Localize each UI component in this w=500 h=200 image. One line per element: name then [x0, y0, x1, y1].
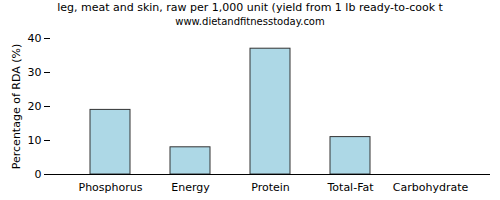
svg-text:Carbohydrate: Carbohydrate — [393, 181, 469, 194]
svg-text:Total-Fat: Total-Fat — [326, 181, 374, 194]
svg-text:10: 10 — [28, 134, 42, 147]
svg-text:0: 0 — [35, 168, 42, 181]
html-text:www.dietandfitnesstoday.com: www.dietandfitnesstoday.com — [175, 16, 325, 27]
svg-text:Phosphorus: Phosphorus — [79, 181, 143, 194]
svg-text:30: 30 — [28, 66, 42, 79]
svg-text:20: 20 — [28, 100, 42, 113]
svg-text:Protein: Protein — [251, 181, 290, 194]
svg-text:Percentage of RDA (%): Percentage of RDA (%) — [10, 44, 23, 169]
svg-text:Energy: Energy — [171, 181, 210, 194]
html-text:leg, meat and skin, raw per 1,: leg, meat and skin, raw per 1,000 unit (… — [57, 1, 443, 14]
svg-text:40: 40 — [28, 32, 42, 45]
